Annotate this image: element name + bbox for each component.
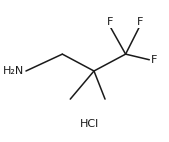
Text: H₂N: H₂N [3, 66, 24, 76]
Text: F: F [107, 17, 113, 27]
Text: F: F [151, 55, 157, 65]
Text: F: F [137, 17, 143, 27]
Text: HCl: HCl [80, 119, 99, 129]
